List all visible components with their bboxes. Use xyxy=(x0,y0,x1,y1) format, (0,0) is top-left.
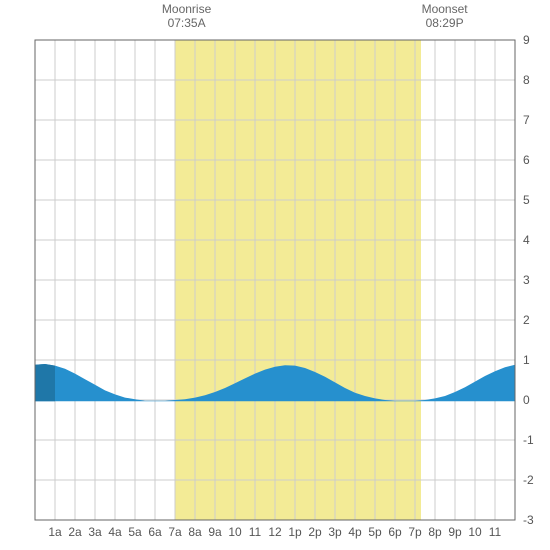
y-tick-label: -3 xyxy=(523,513,534,527)
x-tick-label: 12 xyxy=(268,525,282,539)
y-tick-label: 2 xyxy=(523,313,530,327)
y-tick-label: -1 xyxy=(523,433,534,447)
x-tick-label: 9a xyxy=(208,525,222,539)
y-tick-label: -2 xyxy=(523,473,534,487)
y-tick-label: 6 xyxy=(523,153,530,167)
x-tick-label: 3p xyxy=(328,525,342,539)
x-tick-label: 1a xyxy=(48,525,62,539)
y-tick-label: 5 xyxy=(523,193,530,207)
x-tick-label: 6p xyxy=(388,525,402,539)
x-tick-label: 9p xyxy=(448,525,462,539)
y-tick-label: 1 xyxy=(523,353,530,367)
x-tick-label: 2a xyxy=(68,525,82,539)
tide-area-dark xyxy=(35,364,55,401)
y-tick-label: 9 xyxy=(523,33,530,47)
y-tick-label: 4 xyxy=(523,233,530,247)
y-tick-label: 3 xyxy=(523,273,530,287)
x-tick-label: 4p xyxy=(348,525,362,539)
chart-svg: -3-2-101234567891a2a3a4a5a6a7a8a9a101112… xyxy=(0,0,550,550)
moonset-time: 08:29P xyxy=(426,16,464,30)
moonrise-title: Moonrise xyxy=(162,2,211,16)
moonrise-time: 07:35A xyxy=(168,16,206,30)
x-tick-label: 1p xyxy=(288,525,302,539)
x-tick-label: 5p xyxy=(368,525,382,539)
moonset-title: Moonset xyxy=(422,2,468,16)
x-tick-label: 10 xyxy=(228,525,242,539)
x-tick-label: 5a xyxy=(128,525,142,539)
y-tick-label: 0 xyxy=(523,393,530,407)
tide-chart: Moonrise 07:35A Moonset 08:29P -3-2-1012… xyxy=(0,0,550,550)
moonrise-label: Moonrise 07:35A xyxy=(162,2,211,31)
x-tick-label: 2p xyxy=(308,525,322,539)
x-tick-label: 7a xyxy=(168,525,182,539)
x-tick-label: 8a xyxy=(188,525,202,539)
x-tick-label: 3a xyxy=(88,525,102,539)
x-tick-label: 11 xyxy=(249,525,262,539)
tide-area xyxy=(35,364,515,401)
x-tick-label: 7p xyxy=(408,525,422,539)
y-tick-label: 8 xyxy=(523,73,530,87)
x-tick-label: 8p xyxy=(428,525,442,539)
x-tick-label: 10 xyxy=(468,525,482,539)
y-tick-label: 7 xyxy=(523,113,530,127)
moonset-label: Moonset 08:29P xyxy=(422,2,468,31)
x-tick-label: 4a xyxy=(108,525,122,539)
x-tick-label: 6a xyxy=(148,525,162,539)
x-tick-label: 11 xyxy=(489,525,502,539)
